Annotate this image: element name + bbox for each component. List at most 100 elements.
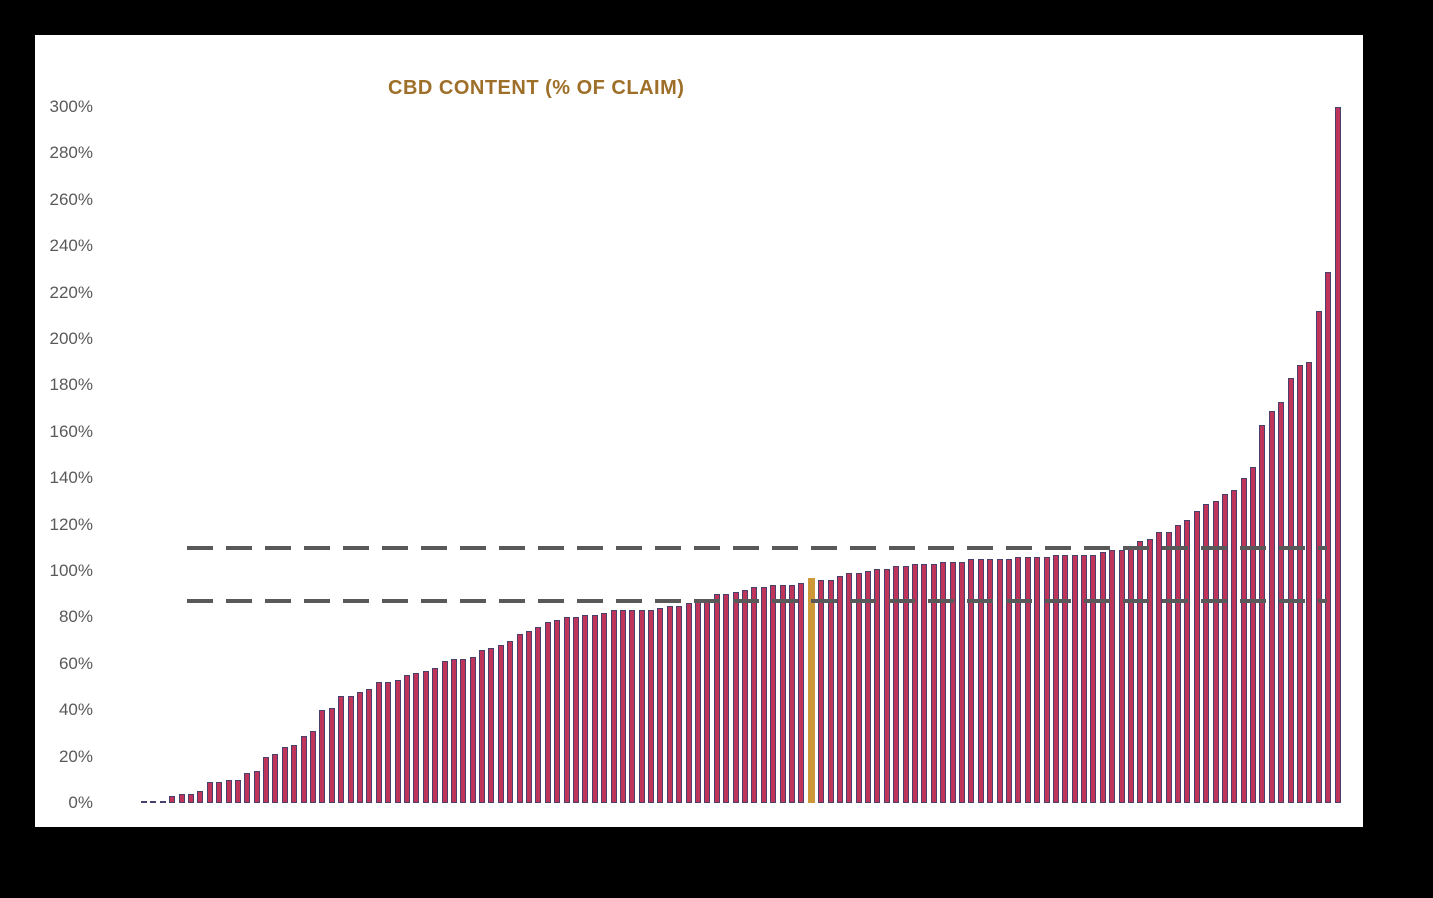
bar bbox=[150, 800, 157, 803]
bar bbox=[300, 735, 307, 803]
bar bbox=[169, 796, 176, 803]
bar bbox=[1109, 550, 1116, 803]
y-axis-tick-label: 0% bbox=[68, 793, 93, 812]
bar bbox=[488, 647, 495, 803]
chart-canvas: CBD CONTENT (% OF CLAIM) 0% 20% 40% 60% 80% 1… bbox=[35, 35, 1363, 827]
bar bbox=[187, 793, 194, 803]
bar bbox=[1203, 503, 1210, 803]
bar bbox=[563, 617, 570, 803]
y-axis-tick-label: 60% bbox=[58, 653, 93, 673]
y-axis-tick-label: 300% bbox=[49, 97, 93, 116]
bar bbox=[1090, 554, 1097, 803]
bar bbox=[450, 659, 457, 803]
bar bbox=[1156, 531, 1163, 803]
bar bbox=[1193, 510, 1200, 803]
bar bbox=[818, 580, 825, 803]
bar bbox=[1287, 378, 1294, 803]
bar bbox=[902, 566, 909, 803]
y-axis-tick-label: 160% bbox=[49, 421, 93, 441]
bar bbox=[648, 610, 655, 803]
bar bbox=[704, 598, 711, 803]
y-axis-tick-label: 280% bbox=[49, 143, 93, 163]
bar bbox=[178, 793, 185, 803]
reference-line-87 bbox=[187, 599, 1327, 603]
bar bbox=[779, 584, 786, 803]
bar bbox=[507, 640, 514, 803]
bar bbox=[263, 756, 270, 803]
y-axis-tick-label: 180% bbox=[49, 375, 93, 395]
bar bbox=[272, 754, 279, 803]
bar bbox=[366, 689, 373, 803]
bar bbox=[638, 610, 645, 803]
bar bbox=[742, 589, 748, 803]
bar bbox=[572, 617, 579, 803]
bar bbox=[422, 670, 429, 803]
bar bbox=[1099, 552, 1106, 803]
bar bbox=[582, 615, 589, 803]
bar bbox=[760, 587, 767, 803]
bar bbox=[394, 680, 401, 803]
bar bbox=[328, 707, 335, 803]
bar bbox=[713, 594, 720, 803]
bar bbox=[1005, 559, 1012, 803]
bar bbox=[874, 568, 881, 803]
bar bbox=[356, 691, 363, 803]
bar bbox=[657, 608, 664, 803]
bar bbox=[912, 564, 919, 803]
bar bbox=[1137, 540, 1144, 803]
bar bbox=[619, 610, 626, 803]
bar bbox=[751, 587, 758, 803]
bar bbox=[225, 779, 232, 803]
bar bbox=[544, 622, 551, 803]
bar bbox=[788, 584, 795, 803]
bar bbox=[141, 800, 147, 803]
bar bbox=[1231, 489, 1238, 803]
y-axis-tick-label: 140% bbox=[49, 468, 93, 488]
chart-title: CBD CONTENT (% OF CLAIM) bbox=[388, 77, 685, 99]
bar bbox=[666, 605, 673, 803]
bar bbox=[1118, 550, 1125, 803]
bar bbox=[441, 661, 448, 803]
bar bbox=[1221, 494, 1228, 803]
bar bbox=[310, 731, 317, 803]
bar bbox=[347, 696, 354, 803]
bar bbox=[996, 559, 1003, 803]
bar bbox=[940, 561, 947, 803]
bar bbox=[526, 631, 533, 803]
bar bbox=[1052, 554, 1059, 803]
y-axis-tick-label: 80% bbox=[58, 607, 93, 627]
bar bbox=[1297, 364, 1304, 803]
y-axis-tick-label: 220% bbox=[49, 282, 93, 302]
bar bbox=[685, 603, 692, 803]
bar bbox=[921, 564, 928, 803]
bar bbox=[1071, 554, 1078, 803]
y-axis-tick-label: 40% bbox=[58, 700, 93, 720]
bar bbox=[432, 668, 439, 803]
bar bbox=[554, 619, 561, 803]
y-axis-tick-label: 200% bbox=[49, 329, 93, 348]
bar bbox=[987, 559, 994, 803]
bar bbox=[159, 800, 166, 803]
bar bbox=[197, 791, 204, 803]
bar bbox=[836, 575, 843, 803]
bar bbox=[883, 568, 890, 803]
bar bbox=[206, 782, 213, 803]
bar bbox=[1325, 271, 1332, 803]
bar bbox=[460, 659, 467, 803]
bar bbox=[770, 584, 777, 803]
bar bbox=[893, 566, 900, 803]
bar bbox=[1250, 466, 1257, 803]
bar bbox=[479, 649, 486, 803]
bar bbox=[1062, 554, 1069, 803]
bar bbox=[930, 564, 937, 803]
bar bbox=[497, 645, 504, 803]
bar bbox=[234, 779, 241, 803]
bar bbox=[1334, 107, 1341, 803]
bar bbox=[846, 573, 853, 803]
bar bbox=[855, 573, 862, 803]
bar bbox=[958, 561, 965, 803]
bar bbox=[291, 745, 298, 803]
bar bbox=[723, 594, 730, 803]
bar bbox=[610, 610, 617, 803]
y-axis-tick-label: 240% bbox=[49, 236, 93, 256]
